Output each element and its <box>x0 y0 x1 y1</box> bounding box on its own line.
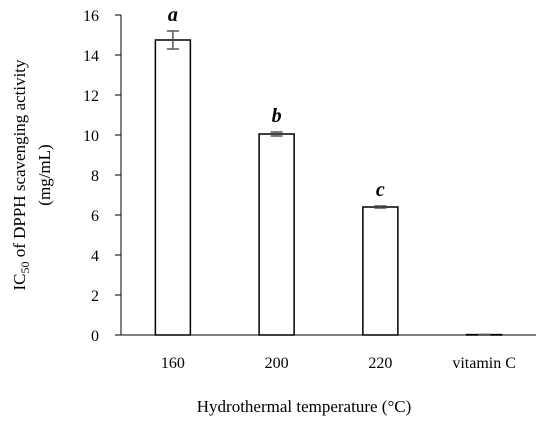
bar <box>362 206 399 336</box>
y-tick-label: 8 <box>91 168 99 185</box>
y-tick-label: 12 <box>83 88 99 105</box>
bars <box>154 39 503 336</box>
bar <box>154 39 192 336</box>
y-axis-title: IC50 of DPPH scavenging activity (mg/mL) <box>10 59 54 291</box>
significance-label: c <box>376 179 385 201</box>
x-tick-label: 220 <box>368 355 392 372</box>
error-bars <box>166 30 491 336</box>
significance-label: a <box>168 4 178 26</box>
y-tick-label: 16 <box>83 8 99 25</box>
significance-label: b <box>272 105 282 127</box>
y-tick-label: 2 <box>91 288 99 305</box>
x-tick-label: 200 <box>265 355 289 372</box>
y-axis-title-main: of DPPH scavenging activity <box>10 59 29 262</box>
x-axis-title: Hydrothermal temperature (°C) <box>197 397 412 416</box>
x-axis: 160 200 220 vitamin C <box>121 334 536 372</box>
y-axis: 0 2 4 6 8 10 12 14 16 <box>83 8 122 345</box>
bar <box>258 133 295 336</box>
y-axis-title-subscript: 50 <box>18 262 32 274</box>
y-axis-title-prefix: IC <box>10 274 29 291</box>
y-axis-title-unit: (mg/mL) <box>35 144 54 205</box>
y-tick-label: 4 <box>91 248 99 265</box>
y-tick-label: 0 <box>91 328 99 345</box>
y-tick-label: 6 <box>91 208 99 225</box>
y-tick-label: 10 <box>83 128 99 145</box>
significance-labels: a b c <box>168 4 385 201</box>
x-tick-label: vitamin C <box>452 355 516 372</box>
y-tick-label: 14 <box>83 48 99 65</box>
x-tick-label: 160 <box>161 355 185 372</box>
svg-text:IC50 of DPPH scavenging activi: IC50 of DPPH scavenging activity <box>10 59 32 291</box>
